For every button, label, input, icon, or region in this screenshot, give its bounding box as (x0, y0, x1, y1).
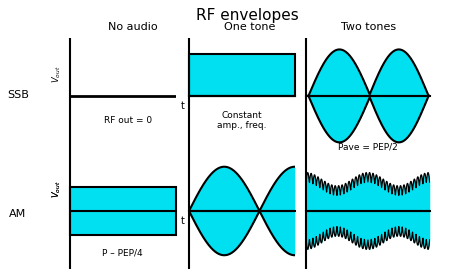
Text: $V_{out}$: $V_{out}$ (51, 180, 63, 198)
Text: t: t (181, 216, 184, 226)
Text: $V_{out}$: $V_{out}$ (51, 180, 63, 198)
Text: RF envelopes: RF envelopes (196, 8, 299, 23)
Text: P – PEP/4: P – PEP/4 (102, 249, 143, 258)
Text: No audio: No audio (108, 22, 158, 32)
Text: AM: AM (9, 209, 27, 219)
Text: RF out = 0: RF out = 0 (104, 116, 152, 125)
Bar (70, 187, 176, 235)
Bar (189, 54, 295, 96)
Text: t: t (181, 101, 184, 111)
Text: One tone: One tone (224, 22, 275, 32)
Text: Constant
amp., freq.: Constant amp., freq. (217, 110, 266, 130)
Text: Two tones: Two tones (342, 22, 396, 32)
Text: Pave = PEP/2: Pave = PEP/2 (338, 142, 398, 151)
Text: $V_{out}$: $V_{out}$ (51, 65, 63, 82)
Text: SSB: SSB (7, 90, 29, 99)
